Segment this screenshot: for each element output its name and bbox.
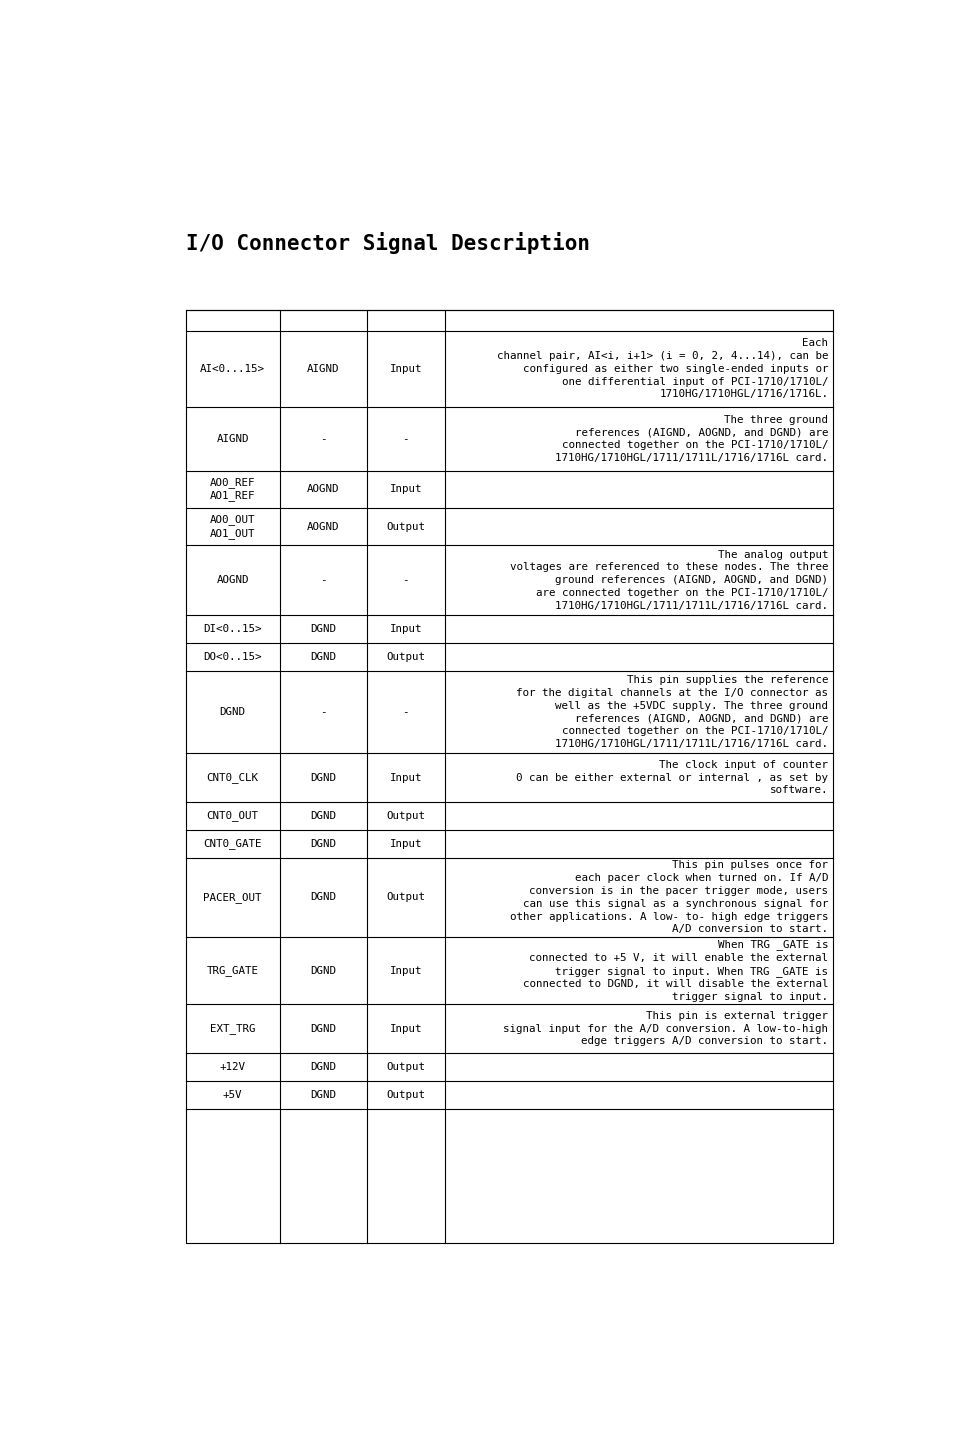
Text: DO<0..15>: DO<0..15> xyxy=(203,652,262,663)
Text: Input: Input xyxy=(389,773,421,783)
Text: +5V: +5V xyxy=(223,1090,242,1100)
Text: DGND: DGND xyxy=(310,1061,335,1071)
Text: DGND: DGND xyxy=(310,965,335,975)
Text: AOGND: AOGND xyxy=(307,485,339,495)
Text: Output: Output xyxy=(386,652,425,663)
Text: Output: Output xyxy=(386,522,425,532)
Text: AIGND: AIGND xyxy=(216,435,249,445)
Text: AOGND: AOGND xyxy=(307,522,339,532)
Text: AO0_OUT
AO1_OUT: AO0_OUT AO1_OUT xyxy=(210,515,255,539)
Text: Input: Input xyxy=(389,965,421,975)
Text: Input: Input xyxy=(389,839,421,849)
Text: DGND: DGND xyxy=(310,839,335,849)
Text: CNT0_CLK: CNT0_CLK xyxy=(207,771,258,783)
Text: AIGND: AIGND xyxy=(307,364,339,374)
Text: CNT0_GATE: CNT0_GATE xyxy=(203,839,262,849)
Text: TRG_GATE: TRG_GATE xyxy=(207,965,258,977)
Text: CNT0_OUT: CNT0_OUT xyxy=(207,810,258,822)
Text: DGND: DGND xyxy=(310,1090,335,1100)
Text: Output: Output xyxy=(386,892,425,902)
Text: DI<0..15>: DI<0..15> xyxy=(203,624,262,634)
Text: AO0_REF
AO1_REF: AO0_REF AO1_REF xyxy=(210,478,255,502)
Text: -: - xyxy=(319,575,326,585)
Text: Input: Input xyxy=(389,1024,421,1034)
Bar xyxy=(186,310,832,1243)
Text: When TRG _GATE is
connected to +5 V, it will enable the external
trigger signal : When TRG _GATE is connected to +5 V, it … xyxy=(522,939,827,1002)
Text: DGND: DGND xyxy=(310,624,335,634)
Text: -: - xyxy=(319,707,326,717)
Text: AI<0...15>: AI<0...15> xyxy=(200,364,265,374)
Text: Output: Output xyxy=(386,810,425,820)
Text: DGND: DGND xyxy=(310,773,335,783)
Text: DGND: DGND xyxy=(219,707,246,717)
Text: The analog output
voltages are referenced to these nodes. The three
ground refer: The analog output voltages are reference… xyxy=(509,549,827,611)
Text: DGND: DGND xyxy=(310,810,335,820)
Text: EXT_TRG: EXT_TRG xyxy=(210,1022,255,1034)
Text: This pin is external trigger
signal input for the A/D conversion. A low-to-high
: This pin is external trigger signal inpu… xyxy=(503,1011,827,1047)
Text: Output: Output xyxy=(386,1061,425,1071)
Text: The clock input of counter
0 can be either external or internal , as set by
soft: The clock input of counter 0 can be eith… xyxy=(516,760,827,796)
Text: -: - xyxy=(402,707,409,717)
Text: Input: Input xyxy=(389,485,421,495)
Text: Output: Output xyxy=(386,1090,425,1100)
Text: PACER_OUT: PACER_OUT xyxy=(203,892,262,903)
Text: -: - xyxy=(319,435,326,445)
Text: +12V: +12V xyxy=(219,1061,246,1071)
Text: This pin pulses once for
each pacer clock when turned on. If A/D
conversion is i: This pin pulses once for each pacer cloc… xyxy=(509,860,827,935)
Text: This pin supplies the reference
for the digital channels at the I/O connector as: This pin supplies the reference for the … xyxy=(516,675,827,749)
Text: The three ground
references (AIGND, AOGND, and DGND) are
connected together on t: The three ground references (AIGND, AOGN… xyxy=(555,414,827,463)
Text: -: - xyxy=(402,575,409,585)
Text: Input: Input xyxy=(389,624,421,634)
Text: -: - xyxy=(402,435,409,445)
Text: I/O Connector Signal Description: I/O Connector Signal Description xyxy=(186,232,589,254)
Text: DGND: DGND xyxy=(310,892,335,902)
Text: Each
channel pair, AI<i, i+1> (i = 0, 2, 4...14), can be
configured as either tw: Each channel pair, AI<i, i+1> (i = 0, 2,… xyxy=(497,338,827,400)
Text: DGND: DGND xyxy=(310,652,335,663)
Text: Input: Input xyxy=(389,364,421,374)
Text: DGND: DGND xyxy=(310,1024,335,1034)
Text: AOGND: AOGND xyxy=(216,575,249,585)
